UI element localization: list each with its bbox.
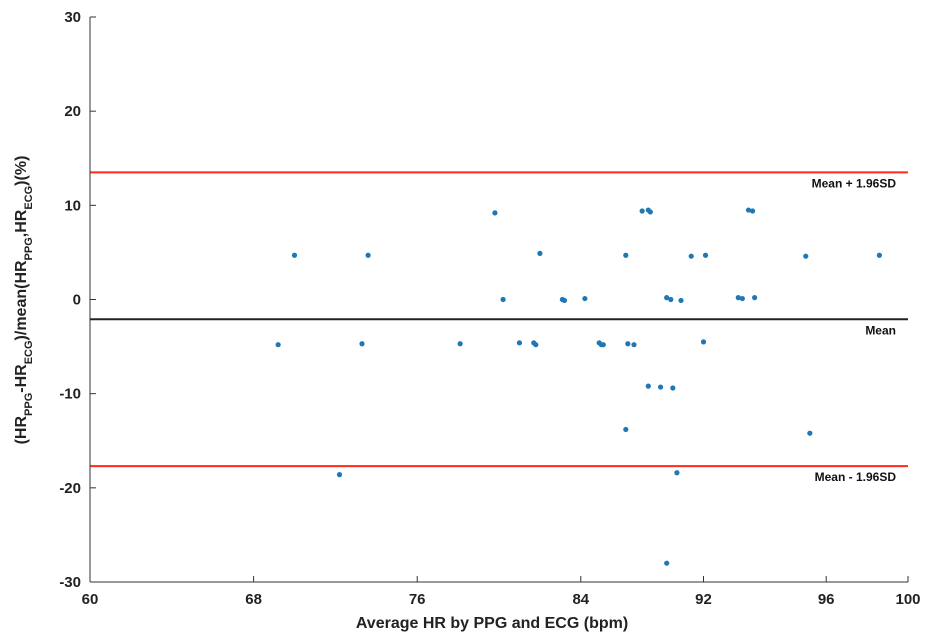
y-tick-label: 10 — [64, 197, 81, 214]
y-tick-label: 30 — [64, 9, 81, 26]
x-tick-label: 60 — [82, 591, 99, 608]
data-point — [537, 250, 543, 256]
data-point — [735, 295, 741, 301]
data-point — [670, 385, 676, 391]
data-point — [752, 295, 758, 301]
data-point — [639, 208, 645, 214]
data-point — [668, 296, 674, 303]
data-point — [291, 252, 298, 258]
data-point — [516, 340, 523, 346]
axes — [89, 17, 908, 583]
y-tick-label: -10 — [59, 386, 81, 403]
data-point — [623, 252, 629, 258]
data-point — [365, 252, 371, 258]
reference-lines — [90, 171, 908, 468]
data-point — [492, 210, 498, 216]
data-point — [625, 341, 631, 347]
data-point — [582, 295, 588, 302]
data-point — [657, 384, 664, 390]
data-point — [647, 209, 653, 215]
data-point — [700, 339, 707, 345]
x-tick-label: 100 — [895, 591, 920, 608]
data-point — [749, 208, 756, 214]
data-point — [674, 470, 680, 476]
x-axis-label: Average HR by PPG and ECG (bpm) — [356, 615, 628, 632]
x-tick-label: 84 — [572, 591, 589, 608]
y-axis-label: (HRPPG-HRECG)/mean(HRPPG,HRECG)(%) — [13, 156, 35, 445]
data-point — [645, 383, 651, 389]
mean-label: Mean — [865, 323, 896, 337]
x-tick-label: 76 — [409, 591, 426, 608]
data-point — [533, 342, 539, 348]
data-point — [623, 426, 629, 433]
data-point — [561, 297, 568, 304]
x-tick-label: 96 — [818, 591, 835, 608]
data-point — [664, 560, 670, 566]
data-point — [678, 297, 684, 304]
data-point — [600, 342, 606, 348]
data-point — [745, 207, 752, 213]
y-tick-label: 20 — [64, 103, 81, 120]
data-point — [803, 253, 809, 259]
data-point — [457, 341, 463, 347]
y-tick-label: -30 — [59, 574, 81, 591]
data-point — [739, 295, 745, 302]
x-ticks: 60 68 76 84 92 96 100 — [82, 576, 921, 608]
data-point — [631, 342, 637, 348]
y-tick-label: -20 — [59, 480, 81, 497]
reference-labels: Mean + 1.96SD Mean Mean - 1.96SD — [812, 176, 897, 484]
data-point — [688, 253, 694, 259]
data-point — [702, 252, 709, 258]
x-tick-label: 68 — [245, 591, 262, 608]
data-point — [876, 252, 882, 258]
y-ticks: 30 20 10 0 -10 -20 -30 — [59, 9, 96, 591]
data-point — [336, 472, 343, 478]
data-points — [275, 207, 882, 566]
y-tick-label: 0 — [73, 292, 81, 309]
x-tick-label: 92 — [695, 591, 712, 608]
data-point — [664, 295, 670, 301]
data-point — [807, 430, 813, 436]
data-point — [500, 296, 506, 303]
upper-limit-label: Mean + 1.96SD — [812, 176, 897, 190]
data-point — [275, 342, 281, 348]
lower-limit-label: Mean - 1.96SD — [815, 470, 897, 484]
data-point — [359, 341, 365, 347]
